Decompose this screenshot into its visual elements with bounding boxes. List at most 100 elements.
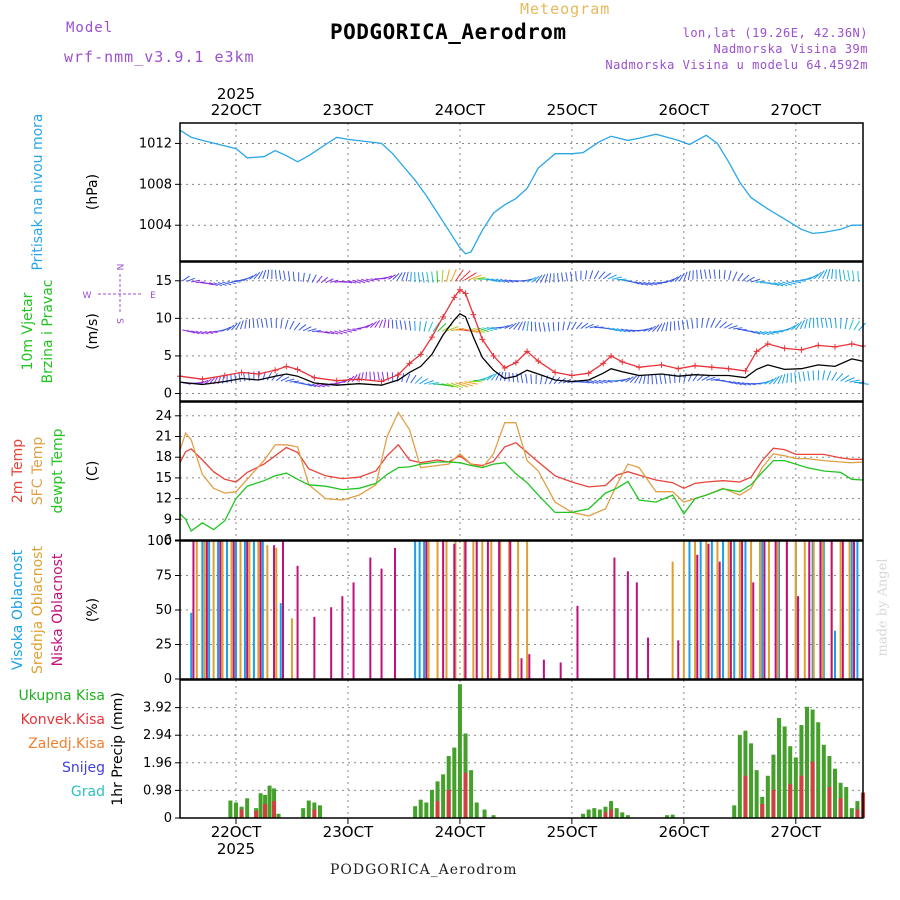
bar-clouds (741, 541, 744, 679)
wind-arrow (226, 324, 235, 331)
wind-arrow (598, 379, 608, 384)
bar-clouds (475, 541, 478, 679)
y-tick-label: 18 (155, 450, 172, 465)
bar-clouds (848, 541, 851, 679)
wind-arrow (713, 269, 716, 279)
wind-arrow (566, 321, 571, 331)
wind-arrow (768, 331, 780, 334)
bar-clouds (486, 541, 489, 679)
bar-clouds (190, 612, 193, 679)
bar-clouds (423, 541, 426, 679)
y-tick-label: 50 (155, 603, 172, 618)
wind-arrow (651, 374, 654, 385)
gust-marker (221, 372, 228, 379)
bar-clouds (481, 541, 484, 679)
y-tick-label: 0 (164, 672, 172, 687)
y-tick-label: 1004 (139, 218, 172, 233)
wind-arrow (548, 273, 552, 283)
y-tick-label: 6 (164, 533, 172, 548)
bar-clouds (212, 541, 215, 679)
wind-arrow (656, 323, 663, 332)
model-elevation: Nadmorska Visina u modelu 64.4592m (605, 58, 868, 72)
wind-arrow (652, 282, 663, 285)
wind-arrow (252, 318, 255, 328)
wind-arrow (417, 272, 421, 283)
bar-clouds (217, 541, 220, 679)
wind-arrow (847, 270, 851, 281)
wind-arrow (616, 328, 627, 333)
x-axis: 22OCT 22OCT 23OCT 23OCT 24OCT 24OCT 25OCT 25OCT… (211, 85, 822, 858)
wind-arrow (794, 372, 797, 383)
bar-precip (749, 743, 754, 818)
wind-arrow (490, 372, 498, 381)
wind-arrow (419, 378, 429, 385)
bar-clouds (761, 541, 764, 679)
wind-arrow (428, 381, 440, 385)
wind-arrow (423, 380, 434, 385)
wind-arrow (209, 331, 218, 333)
bar-precip (463, 772, 468, 818)
bar-precip (446, 756, 451, 818)
wind-arrow (834, 318, 837, 329)
wind-arrow (647, 282, 658, 286)
wind-arrow (395, 319, 398, 330)
bar-clouds (718, 561, 721, 679)
gust-marker (333, 377, 340, 384)
wind-arrow (557, 273, 559, 283)
bar-precip (597, 809, 602, 818)
bar-precip (258, 793, 263, 818)
bar-precip (306, 800, 311, 818)
wind-arrow (307, 273, 311, 283)
wind-arrow (468, 380, 482, 383)
bar-clouds (380, 568, 383, 679)
precip-legend-label: Snijeg (62, 760, 105, 776)
bar-clouds (472, 541, 475, 679)
precip-legend-label: Zaledj.Kisa (28, 736, 105, 752)
bar-clouds (526, 541, 529, 679)
gust-marker (479, 336, 486, 343)
wind-arrow (520, 373, 524, 384)
bar-clouds (246, 541, 249, 679)
bar-clouds (705, 541, 708, 679)
wind-arrow (683, 372, 687, 383)
wind-arrow (737, 272, 744, 281)
wind-arrow (226, 281, 236, 285)
bar-precip (821, 744, 826, 818)
wind-arrow (857, 271, 860, 282)
wind-arrow (673, 321, 676, 331)
x-year-top: 2025 (217, 85, 255, 103)
wind-arrow (383, 319, 387, 328)
gust-marker (692, 362, 699, 369)
bar-precip (263, 803, 268, 818)
wind-arrow (491, 278, 501, 283)
bar-precip (827, 787, 832, 818)
wind-arrow (782, 281, 792, 286)
wind-arrow (311, 274, 317, 283)
wind-arrow (561, 272, 564, 282)
y-tick-label: 100 (147, 534, 172, 549)
wind-arrow (383, 275, 393, 280)
chart-subtitle: Meteogram (520, 0, 611, 18)
wind-arrow (352, 279, 361, 284)
bar-precip (732, 805, 737, 818)
gust-marker (568, 372, 575, 379)
wind-arrow (691, 319, 694, 329)
wind-arrow (257, 371, 261, 381)
bar-precip (765, 775, 770, 818)
wind-arrow (629, 375, 637, 383)
bar-clouds (699, 541, 702, 679)
wind-arrow (699, 269, 703, 280)
y-tick-label: 10 (155, 311, 172, 326)
bar-clouds (576, 605, 579, 679)
wind-arrow (410, 374, 417, 384)
wind-arrow (302, 272, 305, 283)
bar-clouds (774, 541, 777, 679)
wind-arrow (808, 318, 811, 329)
gust-marker (255, 370, 262, 377)
bar-clouds (856, 541, 859, 679)
bar-clouds (626, 571, 629, 679)
bar-precip (782, 726, 787, 818)
wind-arrow (405, 271, 409, 282)
wind-arrow (677, 320, 680, 331)
bar-precip (788, 784, 793, 818)
